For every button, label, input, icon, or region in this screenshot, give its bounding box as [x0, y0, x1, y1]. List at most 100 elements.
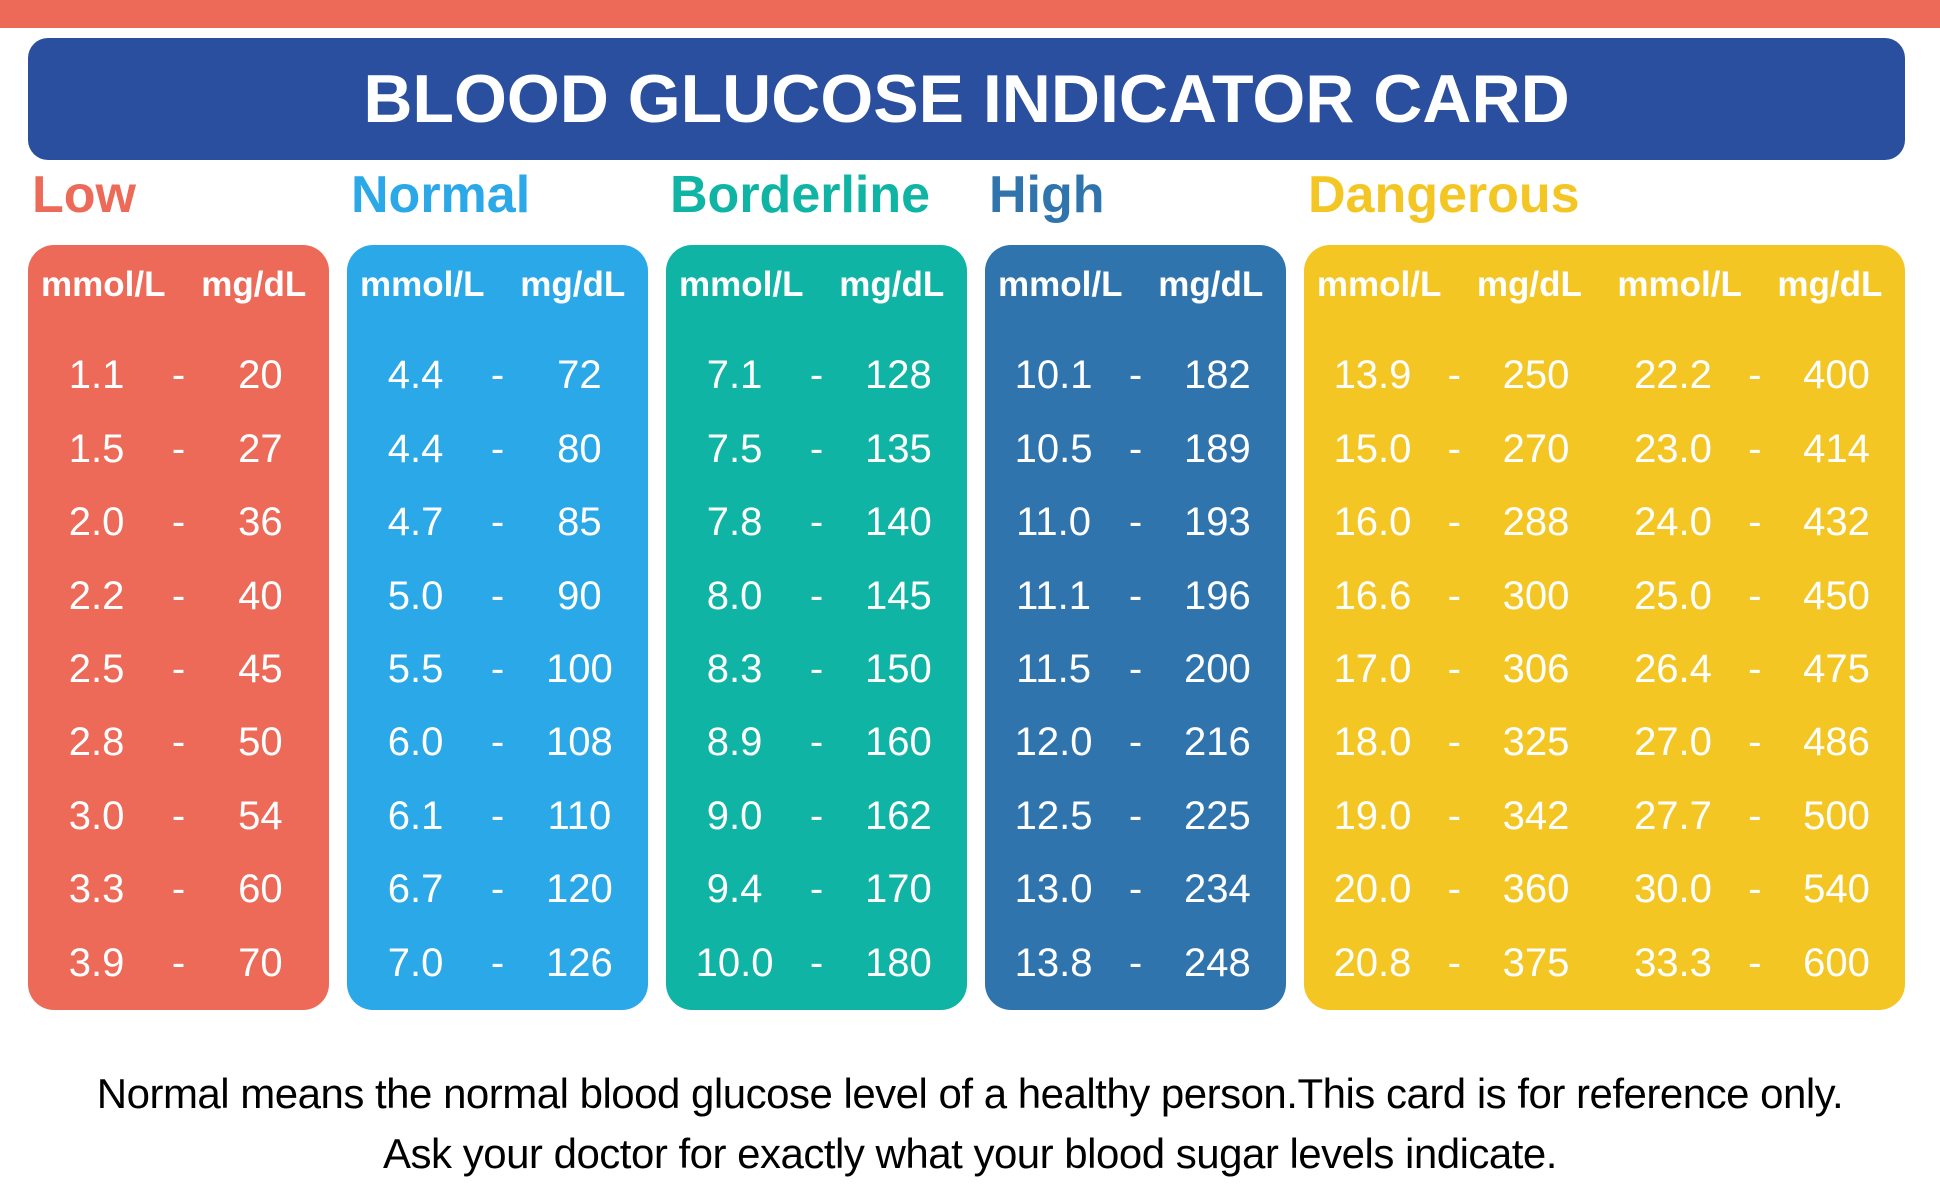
- mg-value: 234: [1184, 867, 1251, 912]
- mmol-value: 13.9: [1333, 353, 1412, 398]
- mmol-value: 3.9: [68, 940, 125, 985]
- mg-value: 27: [238, 426, 283, 471]
- mmol-value: 12.0: [1014, 720, 1093, 765]
- mmol-value: 13.8: [1014, 940, 1093, 985]
- range-pair: 4.4 - 72: [347, 353, 648, 398]
- range-dash: -: [1447, 793, 1461, 838]
- range-dash: -: [1128, 720, 1143, 765]
- value-row: 3.9 - 70: [28, 927, 329, 1000]
- range-dash: -: [1447, 940, 1461, 985]
- mg-value: 162: [865, 793, 932, 838]
- range-dash: -: [1447, 573, 1461, 618]
- range-pair: 20.0-360: [1304, 867, 1605, 912]
- value-row: 11.5-200: [985, 633, 1286, 706]
- range-pair: 33.3-600: [1605, 941, 1906, 986]
- range-pair: 8.0 -145: [666, 574, 967, 619]
- range-dash: -: [1128, 426, 1143, 471]
- unit-header-pair: mmol/L mg/dL: [28, 265, 329, 305]
- mmol-value: 1.5: [68, 426, 125, 471]
- mg-value: 40: [238, 573, 283, 618]
- value-row: 10.0-180: [666, 927, 967, 1000]
- range-pair: 8.3 -150: [666, 647, 967, 692]
- range-dash: -: [809, 720, 824, 765]
- range-dash: -: [490, 573, 505, 618]
- range-pair: 15.0-270: [1304, 427, 1605, 472]
- range-dash: -: [171, 793, 186, 838]
- mmol-value: 30.0: [1634, 867, 1712, 912]
- category-label-high: High: [989, 166, 1105, 224]
- value-row: 2.2 - 40: [28, 559, 329, 632]
- value-row: 12.0-216: [985, 706, 1286, 779]
- mg-value: 85: [557, 500, 602, 545]
- mg-value: 170: [865, 867, 932, 912]
- mmol-value: 13.0: [1014, 867, 1093, 912]
- mmol-value: 20.0: [1333, 867, 1412, 912]
- unit-header-row: mmol/L mg/dL: [28, 257, 329, 313]
- range-dash: -: [809, 573, 824, 618]
- range-pair: 2.8 - 50: [28, 720, 329, 765]
- mg-value: 150: [865, 646, 932, 691]
- mg-value: 432: [1803, 500, 1870, 545]
- category-label-dangerous: Dangerous: [1308, 166, 1580, 224]
- category-column-low: mmol/L mg/dL 1.1 - 20 1.5 - 27 2.0 - 36 2.2 - 40 2.5 - 4…: [28, 245, 329, 1010]
- mmol-value: 10.5: [1014, 426, 1093, 471]
- range-dash: -: [171, 720, 186, 765]
- mmol-value: 3.0: [68, 793, 125, 838]
- range-dash: -: [809, 353, 824, 398]
- mg-value: 375: [1502, 940, 1570, 985]
- mg-value: 216: [1184, 720, 1251, 765]
- mmol-value: 2.8: [68, 720, 125, 765]
- range-pair: 18.0-325: [1304, 720, 1605, 765]
- mmol-value: 25.0: [1634, 573, 1712, 618]
- value-row: 6.1 -110: [347, 780, 648, 853]
- mg-value: 135: [865, 426, 932, 471]
- unit-mmol-label: mmol/L: [1316, 265, 1442, 304]
- unit-header-row: mmol/L mg/dL: [347, 257, 648, 313]
- unit-mmol-label: mmol/L: [679, 265, 804, 304]
- mmol-value: 27.0: [1634, 720, 1712, 765]
- range-pair: 6.7 -120: [347, 867, 648, 912]
- range-dash: -: [171, 353, 186, 398]
- range-dash: -: [171, 867, 186, 912]
- category-column-high: mmol/L mg/dL 10.1-182 10.5-189 11.0-193 11.1-…: [985, 245, 1286, 1010]
- value-row: 4.7 - 85: [347, 486, 648, 559]
- mmol-value: 2.0: [68, 500, 125, 545]
- range-pair: 2.2 - 40: [28, 574, 329, 619]
- value-row: 8.3 -150: [666, 633, 967, 706]
- range-dash: -: [171, 500, 186, 545]
- range-dash: -: [1128, 500, 1143, 545]
- range-pair: 13.8-248: [985, 941, 1286, 986]
- value-row: 1.1 - 20: [28, 339, 329, 412]
- value-row: 20.0-360 30.0-540: [1304, 853, 1905, 926]
- range-pair: 11.1-196: [985, 574, 1286, 619]
- mg-value: 45: [238, 646, 283, 691]
- mg-value: 360: [1502, 867, 1570, 912]
- mmol-value: 18.0: [1333, 720, 1412, 765]
- range-pair: 11.5-200: [985, 647, 1286, 692]
- range-dash: -: [1128, 646, 1143, 691]
- range-dash: -: [1748, 646, 1762, 691]
- mg-value: 54: [238, 793, 283, 838]
- range-pair: 7.1 -128: [666, 353, 967, 398]
- category-columns: mmol/L mg/dL 1.1-20 1.5-27 2.0-36 2.2-40 2.5-4…: [28, 245, 1905, 1010]
- mmol-value: 7.8: [706, 500, 763, 545]
- footer-note: Normal means the normal blood glucose le…: [0, 1064, 1940, 1184]
- mg-value: 196: [1184, 573, 1251, 618]
- range-pair: 13.9-250: [1304, 353, 1605, 398]
- category-column-normal: mmol/L mg/dL 4.4-72 4.4-80 4.7-85 5.0-90 5.5-1…: [347, 245, 648, 1010]
- mg-value: 126: [546, 940, 613, 985]
- value-row: 8.9 -160: [666, 706, 967, 779]
- mg-value: 270: [1502, 426, 1570, 471]
- unit-header-pair: mmol/L mg/dL: [1605, 265, 1906, 305]
- category-label-low: Low: [32, 166, 136, 224]
- mg-value: 70: [238, 940, 283, 985]
- value-row: 10.1-182: [985, 339, 1286, 412]
- range-pair: 27.7-500: [1605, 794, 1906, 839]
- mg-value: 128: [865, 353, 932, 398]
- range-pair: 6.0 -108: [347, 720, 648, 765]
- mg-value: 182: [1184, 353, 1251, 398]
- mmol-value: 20.8: [1333, 940, 1412, 985]
- value-row: 7.5 -135: [666, 412, 967, 485]
- range-pair: 26.4-475: [1605, 647, 1906, 692]
- value-row: 4.4 - 80: [347, 412, 648, 485]
